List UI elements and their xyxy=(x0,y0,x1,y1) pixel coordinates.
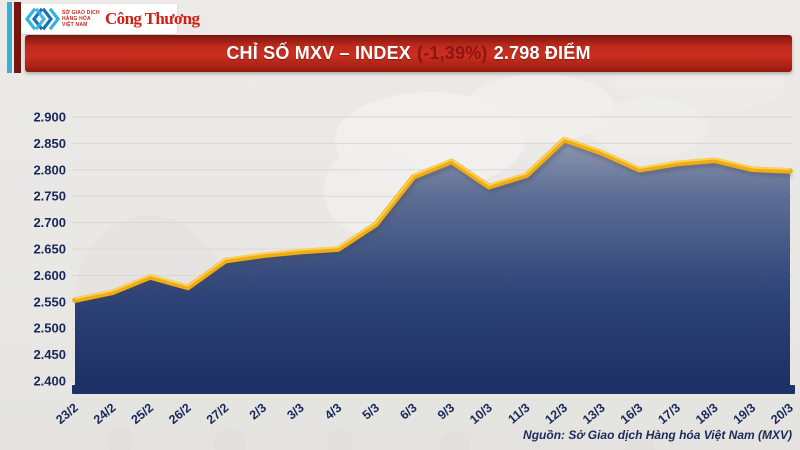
y-tick-label: 2.550 xyxy=(33,294,66,309)
line-path xyxy=(72,136,793,303)
congthuong-logo: Công Thương xyxy=(105,9,200,28)
title-value: 2.798 ĐIỂM xyxy=(493,43,591,63)
y-tick-label: 2.800 xyxy=(33,162,66,177)
mxv-logo-line: HÀNG HÓA xyxy=(62,16,91,22)
title-change-percent: (-1,39%) xyxy=(416,43,488,63)
source-note: Nguồn: Sở Giao dịch Hàng hóa Việt Nam (M… xyxy=(523,428,792,442)
mxv-logo-icon xyxy=(24,7,60,31)
title-prefix: CHỈ SỐ MXV – INDEX xyxy=(226,43,411,63)
y-tick-label: 2.750 xyxy=(33,189,66,204)
y-axis-labels: 2.400 2.450 2.500 2.550 2.600 2.650 2.700 2.750… xyxy=(33,110,66,389)
line-highlight xyxy=(74,137,791,300)
y-tick-label: 2.600 xyxy=(33,268,66,283)
logo-plate: SỞ GIAO DỊCH HÀNG HÓA VIỆT NAM Công Thươ… xyxy=(21,4,200,34)
mxv-logo-line: SỞ GIAO DỊCH xyxy=(62,10,100,16)
mxv-logo-text: SỞ GIAO DỊCH HÀNG HÓA VIỆT NAM xyxy=(62,10,102,28)
y-tick-label: 2.900 xyxy=(33,110,66,125)
y-tick-label: 2.700 xyxy=(33,215,66,230)
mxv-logo-line: VIỆT NAM xyxy=(62,22,88,28)
chart-title: CHỈ SỐ MXV – INDEX (-1,39%) 2.798 ĐIỂM xyxy=(226,43,590,64)
index-line xyxy=(72,136,793,307)
x-axis-baseline xyxy=(72,385,795,394)
y-tick-label: 2.650 xyxy=(33,242,66,257)
accent-bar-cyan xyxy=(7,2,12,73)
area-fill-path xyxy=(75,139,790,385)
y-tick-label: 2.500 xyxy=(33,321,66,336)
x-axis-bar xyxy=(72,385,795,394)
accent-bar-maroon xyxy=(14,2,21,73)
y-tick-label: 2.450 xyxy=(33,347,66,362)
title-banner: CHỈ SỐ MXV – INDEX (-1,39%) 2.798 ĐIỂM xyxy=(25,35,792,72)
y-tick-label: 2.400 xyxy=(33,374,66,389)
area-fill xyxy=(75,139,790,385)
line-shadow xyxy=(76,140,793,307)
y-tick-label: 2.850 xyxy=(33,136,66,151)
